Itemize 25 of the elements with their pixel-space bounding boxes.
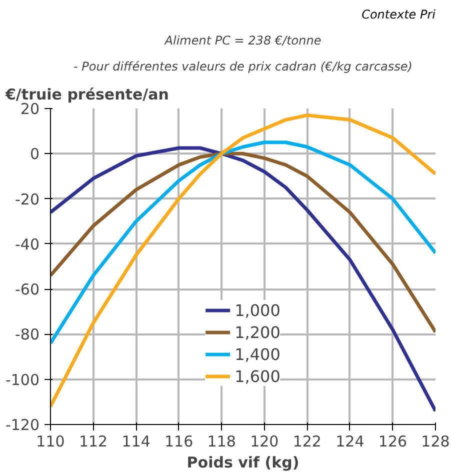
x-tick-label: 124 [336, 432, 364, 450]
x-tick-label: 118 [207, 432, 236, 450]
y-tick-label: -100 [5, 370, 40, 389]
x-tick-label: 126 [378, 432, 408, 450]
chart-subtitle: - Pour différentes valeurs de prix cadran (€/kg carcasse) [74, 60, 412, 74]
x-axis-title: Poids vif (kg) [186, 454, 300, 472]
legend-label: 1,400 [234, 344, 280, 364]
x-tick-label: 110 [36, 432, 65, 450]
y-tick-label: -20 [15, 190, 40, 208]
y-tick-label: 0 [30, 145, 40, 164]
y-tick-label: -40 [15, 235, 40, 254]
x-tick-label: 122 [292, 432, 322, 450]
x-tick-label: 114 [122, 432, 150, 450]
x-tick-label: 112 [78, 432, 108, 450]
x-tick-label: 128 [421, 432, 450, 450]
x-tick-label: 116 [164, 432, 194, 450]
x-tick-label: 120 [250, 432, 279, 450]
y-tick-label: -80 [15, 326, 40, 344]
legend-label: 1,000 [234, 300, 280, 320]
chart-title: Aliment PC = 238 €/tonne [164, 34, 322, 48]
text: Contexte Pri [362, 8, 436, 22]
legend-label: 1,200 [234, 322, 280, 342]
y-tick-label: -60 [15, 280, 40, 299]
y-tick-label: -120 [5, 416, 40, 434]
legend-label: 1,600 [234, 366, 280, 386]
